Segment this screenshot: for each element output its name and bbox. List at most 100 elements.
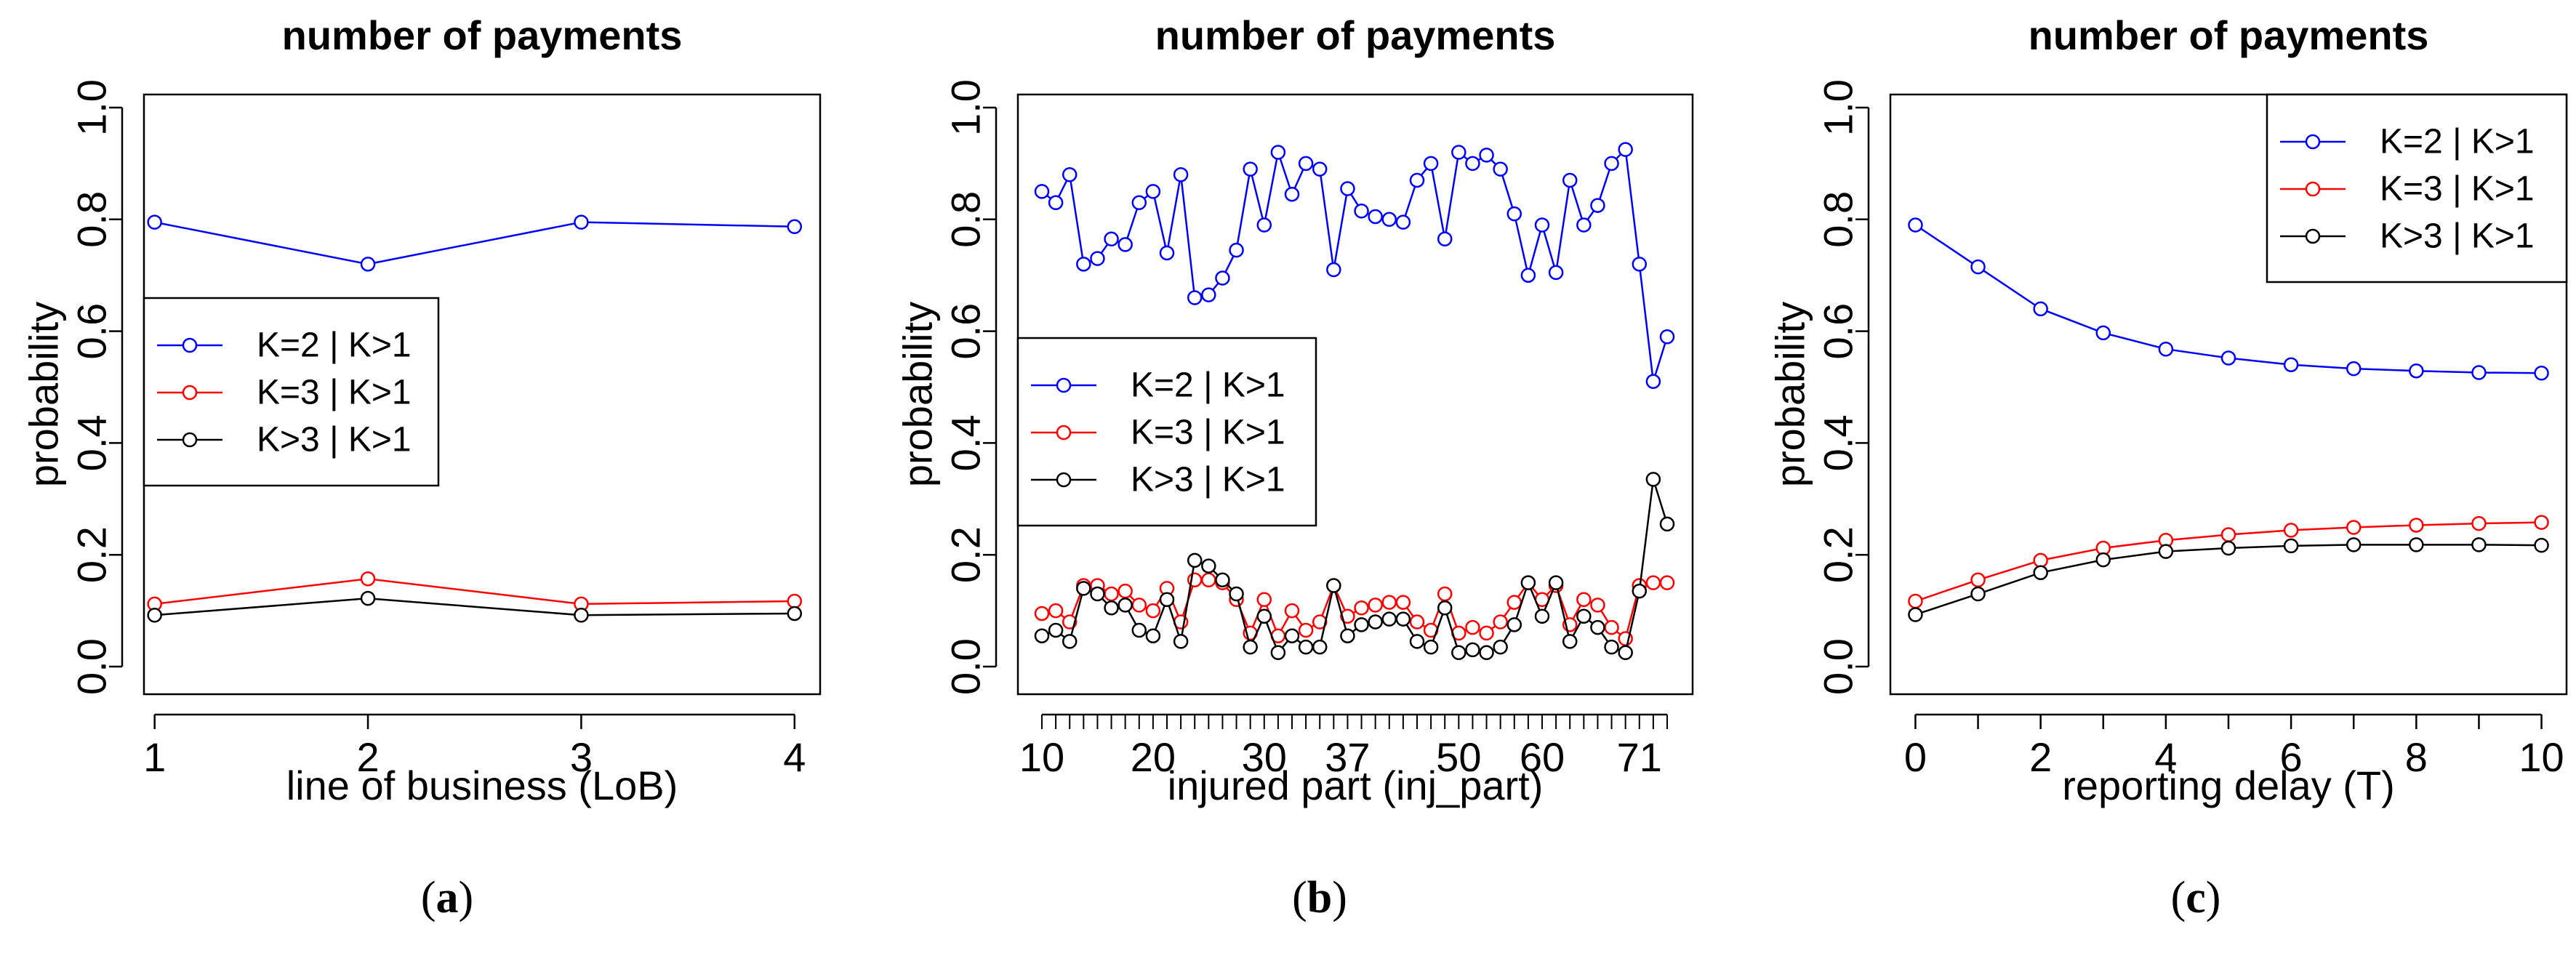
chart-title: number of payments xyxy=(282,12,683,58)
data-point xyxy=(1970,586,1986,602)
data-point xyxy=(1548,575,1564,590)
data-point xyxy=(1229,242,1244,258)
data-point xyxy=(1395,595,1411,610)
data-point xyxy=(1354,204,1369,219)
y-tick-label: 0.2 xyxy=(1815,526,1861,583)
data-point xyxy=(360,257,376,272)
data-point xyxy=(1354,600,1369,616)
x-tick-label: 50 xyxy=(1436,734,1481,780)
x-tick-label: 2 xyxy=(2029,734,2052,780)
data-point xyxy=(1187,290,1203,305)
data-point xyxy=(1173,167,1189,182)
data-point xyxy=(360,571,376,587)
data-point xyxy=(1284,603,1300,619)
data-point xyxy=(1340,608,1355,624)
data-point xyxy=(1034,606,1050,622)
data-point xyxy=(1645,472,1661,487)
data-point xyxy=(2158,544,2174,559)
data-point xyxy=(147,608,162,623)
data-point xyxy=(787,606,803,622)
sublabel-c: (c) xyxy=(2170,873,2221,922)
data-point xyxy=(1520,575,1536,590)
legend-label: K=2 | K>1 xyxy=(1131,366,1285,405)
data-point xyxy=(1632,583,1648,599)
data-point xyxy=(1409,172,1425,188)
y-tick-label: 0.8 xyxy=(943,191,989,248)
data-point xyxy=(1437,231,1453,246)
data-point xyxy=(1048,603,1064,619)
sublabel-b-letter: b xyxy=(1307,873,1333,922)
series-line xyxy=(1041,479,1669,655)
legend-label: K>3 | K>1 xyxy=(1131,461,1285,499)
x-tick-label: 4 xyxy=(2154,734,2177,780)
data-point xyxy=(1159,245,1175,261)
data-point xyxy=(1187,552,1203,568)
data-point xyxy=(1479,148,1494,163)
data-point xyxy=(1590,619,1605,635)
data-point xyxy=(2220,527,2236,542)
data-point xyxy=(1506,617,1522,632)
x-tick-label: 6 xyxy=(2280,734,2303,780)
data-point xyxy=(2409,363,2424,379)
data-point xyxy=(1493,639,1508,655)
legend-swatch-marker xyxy=(1056,472,1072,488)
data-point xyxy=(1118,598,1133,613)
data-point xyxy=(1520,268,1536,283)
data-point xyxy=(1145,603,1161,619)
data-point xyxy=(1062,634,1078,649)
chart-panel-3: number of payments 0.0 0.2 0.4 0.6 0.8 1.0 prob… xyxy=(1768,12,2568,808)
plot-frame xyxy=(1889,93,2568,696)
data-point xyxy=(1534,217,1550,233)
y-tick-label: 0.4 xyxy=(943,414,989,471)
data-point xyxy=(1076,581,1091,596)
data-point xyxy=(1451,645,1466,661)
data-point xyxy=(1034,184,1050,199)
y-tick-label: 0.4 xyxy=(1815,414,1861,471)
data-point xyxy=(574,608,589,623)
legend-swatch-marker xyxy=(1056,425,1072,441)
data-point xyxy=(1423,156,1439,172)
data-point xyxy=(1034,628,1050,643)
data-point xyxy=(1312,639,1328,655)
x-axis-label: line of business (LoB) xyxy=(286,763,678,808)
data-point xyxy=(2409,537,2424,552)
data-point xyxy=(1576,608,1592,624)
series-2 xyxy=(147,571,803,612)
legend-swatch-marker xyxy=(2305,181,2321,197)
sublabel-b: (b) xyxy=(1292,873,1347,922)
data-point xyxy=(2534,515,2549,530)
data-point xyxy=(1908,217,1923,233)
data-point xyxy=(2471,537,2487,552)
data-point xyxy=(1131,622,1147,638)
data-point xyxy=(1908,607,1923,622)
data-point xyxy=(1201,287,1216,302)
legend: K=2 | K>1 K=3 | K>1 K>3 | K>1 xyxy=(2266,93,2568,284)
data-point xyxy=(1465,642,1480,658)
legend-label: K=3 | K>1 xyxy=(1131,414,1285,452)
data-point xyxy=(1395,611,1411,627)
data-point xyxy=(1534,608,1550,624)
data-point xyxy=(1381,611,1397,627)
x-tick-label: 20 xyxy=(1131,734,1176,780)
legend: K=2 | K>1 K=3 | K>1 K>3 | K>1 xyxy=(1016,337,1317,527)
legend: K=2 | K>1 K=3 | K>1 K>3 | K>1 xyxy=(143,297,440,487)
data-point xyxy=(1423,639,1439,655)
data-point xyxy=(1312,161,1328,177)
data-point xyxy=(1104,231,1119,246)
data-point xyxy=(1659,329,1675,345)
x-tick-label: 71 xyxy=(1617,734,1662,780)
data-point xyxy=(2283,538,2299,554)
x-axis-label: reporting delay (T) xyxy=(2062,763,2395,808)
x-tick-label: 4 xyxy=(783,734,806,780)
x-axis-label: injured part (inj_part) xyxy=(1168,763,1544,808)
legend-swatch-marker xyxy=(2305,134,2321,150)
data-point xyxy=(1604,156,1619,172)
data-point xyxy=(1908,593,1923,609)
legend-label: K=3 | K>1 xyxy=(257,374,412,412)
data-point xyxy=(1173,634,1189,649)
y-tick-label: 0.0 xyxy=(943,638,989,695)
x-tick-label: 37 xyxy=(1325,734,1370,780)
data-point xyxy=(1298,622,1314,638)
data-point xyxy=(1632,257,1648,272)
